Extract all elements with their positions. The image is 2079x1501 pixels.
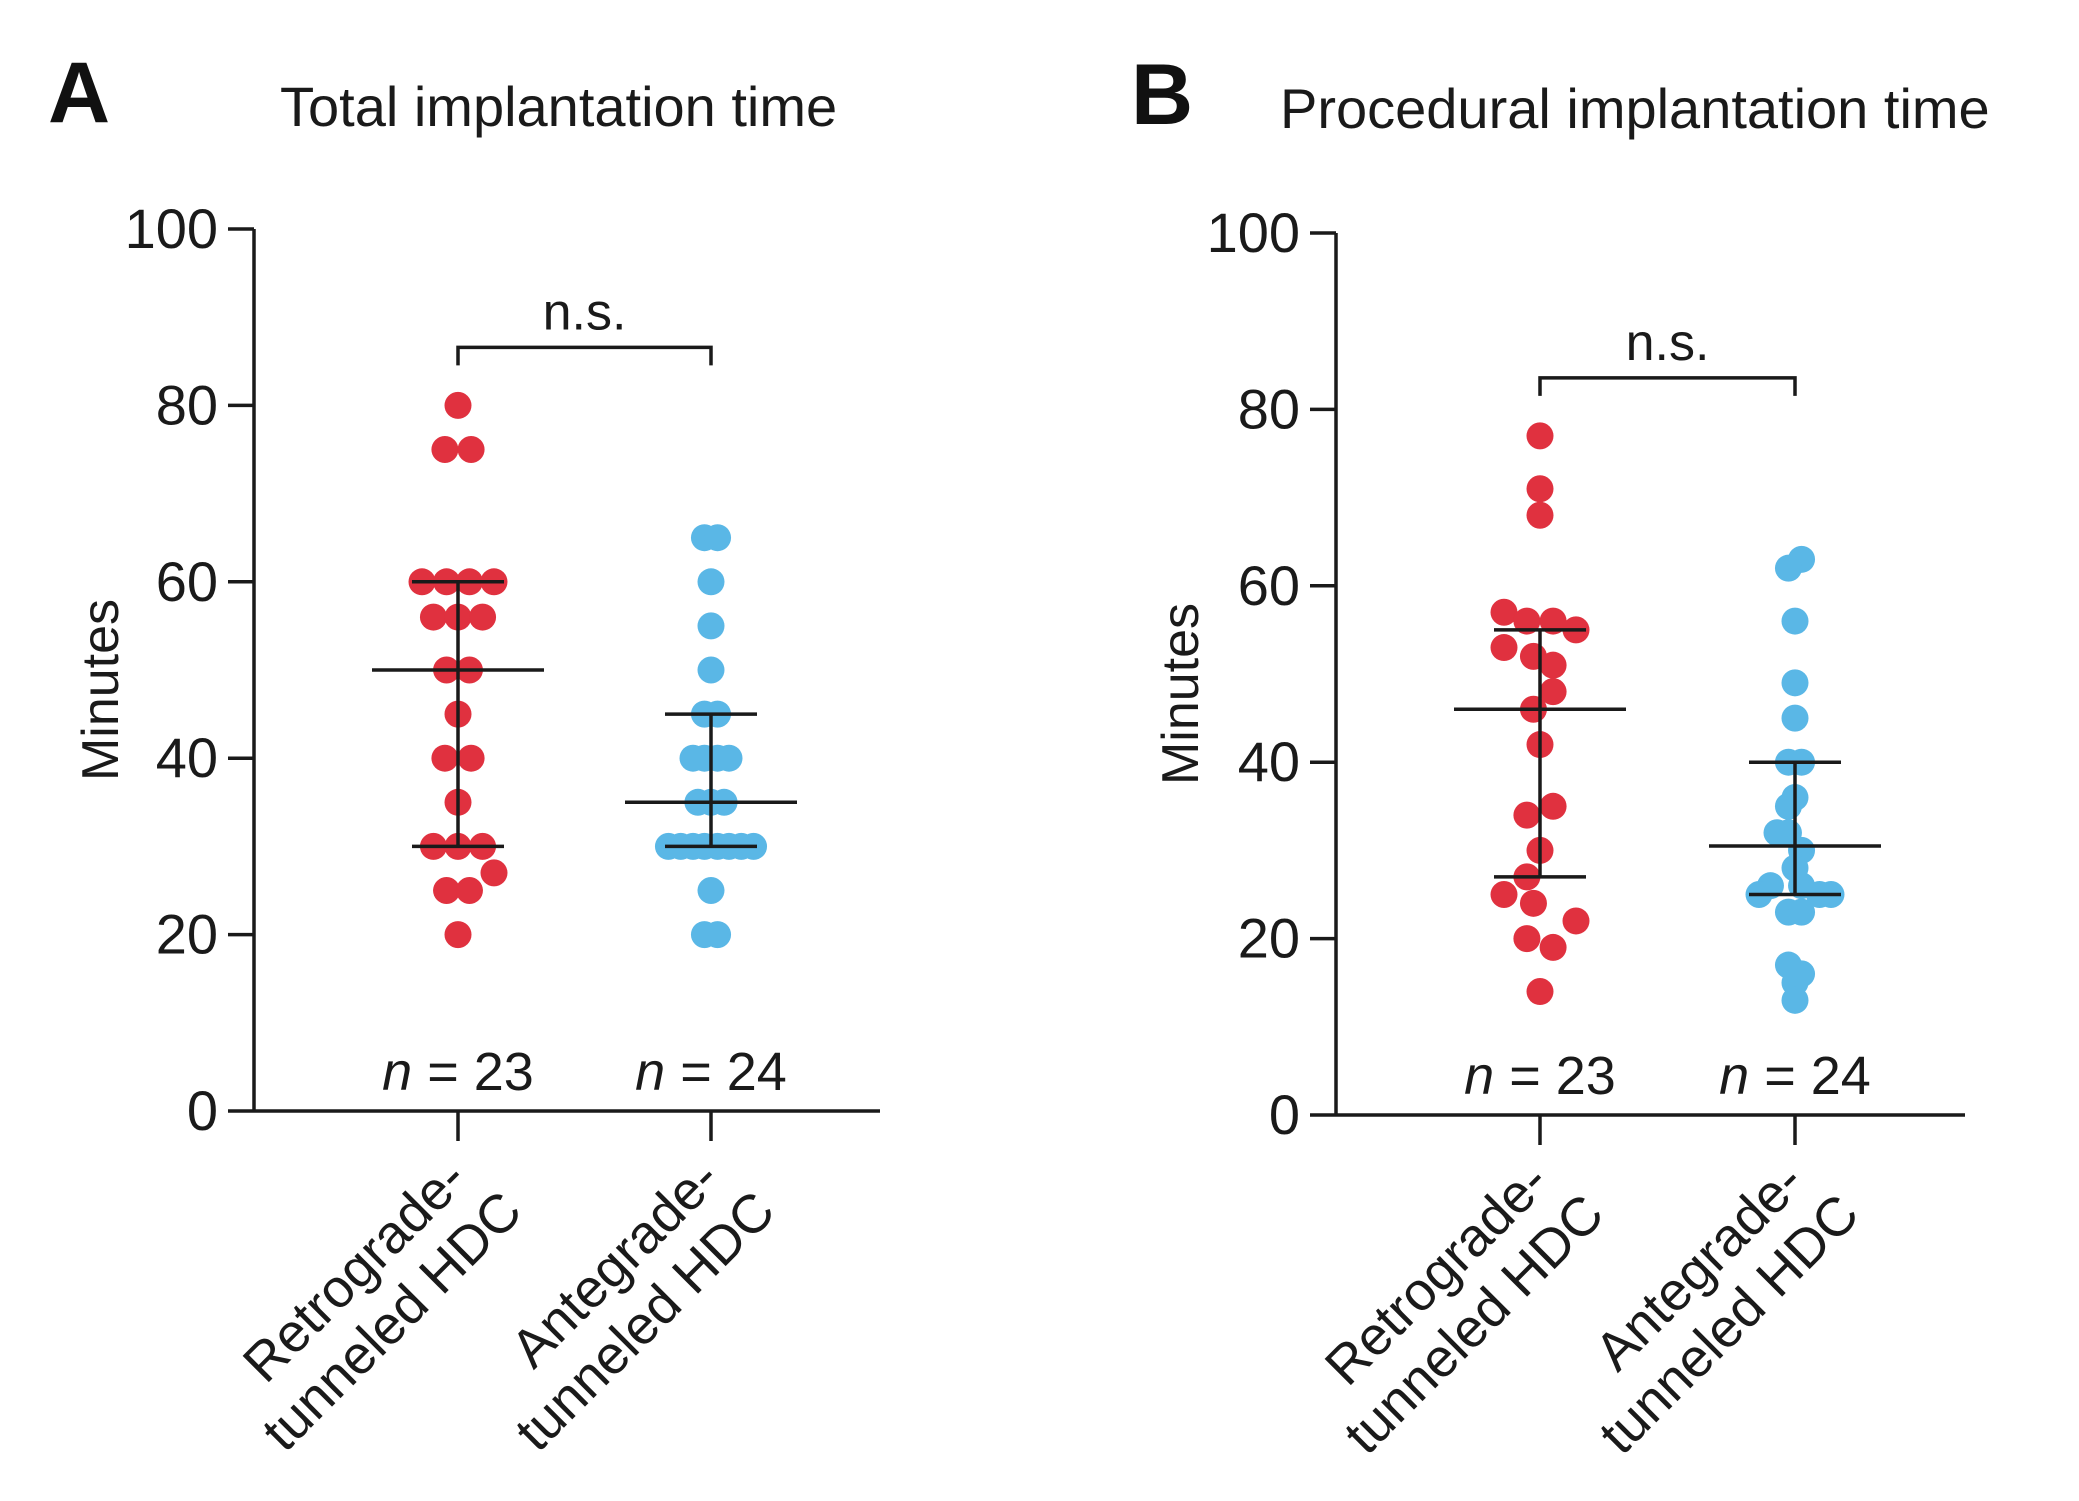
n-symbol: n [1464, 1046, 1509, 1106]
x-category-label: Antegrade-tunneled HDC [1584, 1151, 1871, 1466]
n-value: = 23 [427, 1042, 534, 1102]
data-point [444, 391, 472, 419]
data-point [1526, 501, 1554, 529]
data-point [1774, 554, 1802, 582]
y-tick-label: 60 [156, 550, 218, 613]
panel-b: B Procedural implantation time 0 20 40 60 80 10… [1131, 47, 1990, 1465]
data-point [1526, 475, 1554, 503]
panel-letter: B [1131, 47, 1193, 143]
y-tick-label: 20 [1238, 907, 1300, 970]
data-point [1781, 607, 1809, 635]
y-tick-label: 40 [1238, 730, 1300, 793]
data-point [697, 568, 725, 596]
data-point [697, 656, 725, 684]
x-category-label: Antegrade-tunneled HDC [500, 1148, 787, 1463]
panel-letter: A [48, 45, 110, 141]
data-point [444, 921, 472, 949]
data-point [469, 603, 497, 631]
data-point [715, 744, 743, 772]
data-point [433, 877, 461, 904]
data-point [697, 877, 725, 904]
data-point [1781, 669, 1809, 697]
data-point [1781, 986, 1809, 1014]
data-point [457, 436, 485, 463]
significance-label: n.s. [1626, 314, 1710, 372]
y-tick-label: 100 [1207, 201, 1300, 264]
data-point [1526, 978, 1554, 1006]
data-point [455, 877, 483, 904]
n-label: n = 24 [1719, 1046, 1871, 1106]
data-point [704, 921, 732, 949]
data-point [457, 744, 485, 772]
series-antegrade: n = 24 [625, 524, 797, 1102]
y-tick-label: 20 [156, 903, 218, 966]
y-tick-label: 60 [1238, 554, 1300, 617]
data-point [419, 603, 447, 631]
data-point [1519, 889, 1547, 917]
x-category-label: Retrograde-tunneled HDC [232, 1148, 533, 1463]
data-point [1539, 933, 1567, 961]
data-point [1539, 678, 1567, 706]
n-value: = 24 [680, 1042, 787, 1102]
panel-a: A Total implantation time 0 20 40 60 80 100 Minu… [48, 45, 880, 1462]
data-point [1774, 792, 1802, 820]
significance-bracket [1538, 376, 1797, 396]
panel-title: Total implantation time [280, 75, 837, 138]
data-point [1539, 792, 1567, 820]
y-tick-label: 100 [125, 197, 218, 260]
data-point [1490, 634, 1518, 662]
y-tick-label: 80 [1238, 377, 1300, 440]
data-point [1513, 925, 1541, 953]
n-symbol: n [635, 1042, 680, 1102]
y-axis-title: Minutes [1152, 603, 1210, 785]
data-point [431, 744, 459, 772]
n-symbol: n [382, 1042, 427, 1102]
significance-label: n.s. [543, 283, 627, 341]
series-antegrade: n = 24 [1709, 545, 1881, 1106]
x-category-label: Retrograde-tunneled HDC [1314, 1151, 1615, 1466]
data-point [697, 612, 725, 640]
y-tick-label: 80 [156, 373, 218, 436]
data-point [1562, 907, 1590, 935]
significance-bracket [456, 345, 713, 366]
data-point [1539, 607, 1567, 635]
data-point [1490, 598, 1518, 626]
data-point [480, 859, 508, 887]
data-point [1513, 607, 1541, 635]
y-tick-label: 0 [1269, 1083, 1300, 1146]
n-symbol: n [1719, 1046, 1764, 1106]
series-retrograde: n = 23 [1454, 422, 1626, 1106]
panel-title: Procedural implantation time [1280, 77, 1990, 140]
n-value: = 24 [1764, 1046, 1871, 1106]
n-value: = 23 [1509, 1046, 1616, 1106]
data-point [1513, 801, 1541, 829]
y-tick-label: 0 [187, 1079, 218, 1142]
data-point [1490, 881, 1518, 908]
n-label: n = 23 [1464, 1046, 1616, 1106]
data-point [1526, 422, 1554, 450]
data-point [1539, 651, 1567, 679]
n-label: n = 23 [382, 1042, 534, 1102]
y-tick-label: 40 [156, 726, 218, 789]
series-retrograde: n = 23 [372, 391, 544, 1102]
data-point [704, 524, 732, 552]
data-point [1788, 898, 1816, 926]
data-point [1781, 704, 1809, 732]
n-label: n = 24 [635, 1042, 787, 1102]
y-axis-title: Minutes [72, 599, 130, 781]
data-point [431, 436, 459, 463]
